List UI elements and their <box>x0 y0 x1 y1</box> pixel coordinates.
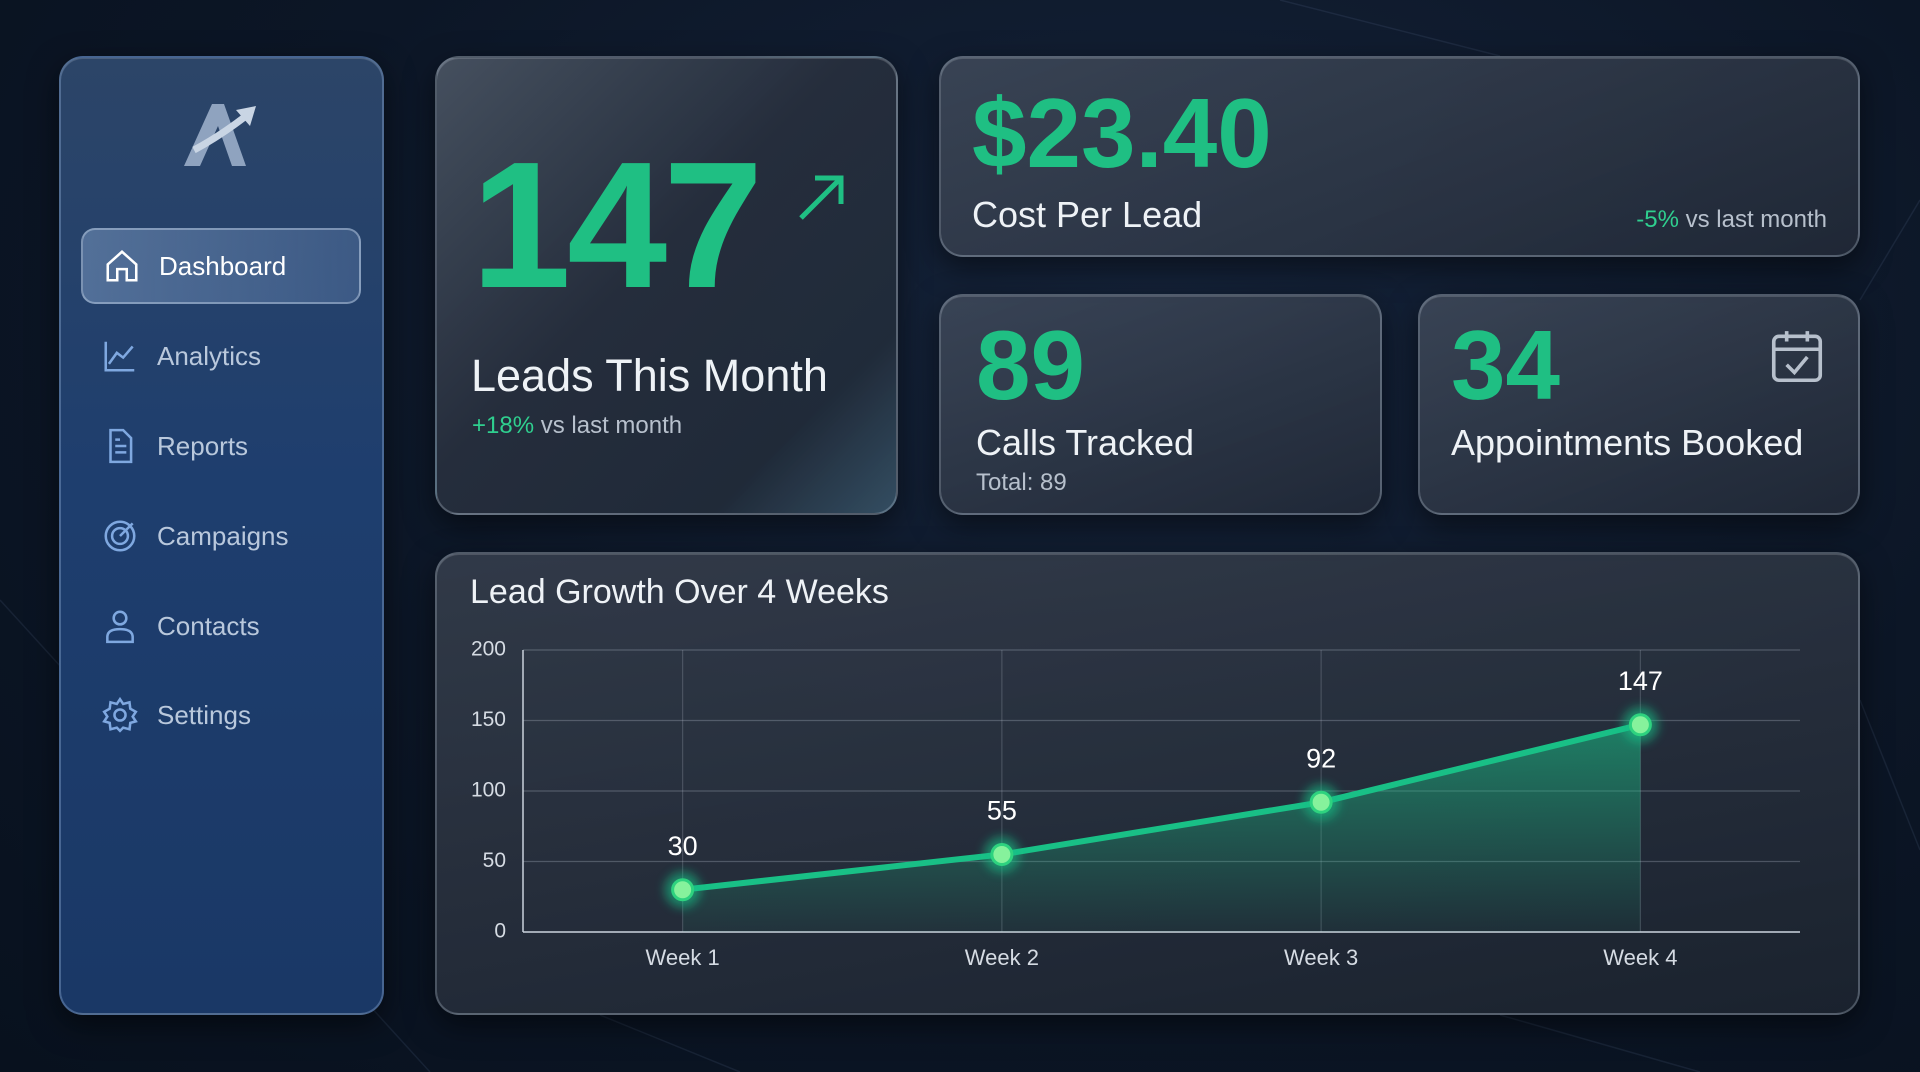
chart-card: Lead Growth Over 4 Weeks 0 50 100 150 200 Wee… <box>435 552 1860 1015</box>
x-tick-label: Week 4 <box>1603 945 1677 970</box>
trend-arrow <box>799 175 844 220</box>
point <box>1628 713 1652 737</box>
nav-label: Settings <box>157 699 251 730</box>
data-label: 147 <box>1618 666 1663 696</box>
logo <box>184 104 256 166</box>
y-tick-label: 50 <box>483 849 506 872</box>
change-suffix: vs last month <box>1685 206 1827 233</box>
kpi-card: 89 Calls Tracked Total: 89 <box>939 294 1382 515</box>
kpi-label: Appointments Booked <box>1451 422 1804 463</box>
kpi-card: 34 Appointments Booked <box>1418 294 1860 515</box>
nav-item[interactable]: Settings <box>81 677 361 753</box>
kpi-value: 34 <box>1451 310 1561 420</box>
nav-label: Dashboard <box>159 250 287 281</box>
y-tick-label: 100 <box>471 779 506 802</box>
point <box>1309 790 1333 814</box>
line-area <box>682 724 1641 932</box>
y-tick-label: 0 <box>494 920 506 943</box>
data-label: 92 <box>1306 743 1336 773</box>
kpi-label: Calls Tracked <box>976 422 1195 463</box>
nav-label: Reports <box>157 430 249 461</box>
point <box>671 878 695 902</box>
chart-title: Lead Growth Over 4 Weeks <box>470 573 889 611</box>
kpi-note: Total: 89 <box>976 469 1067 496</box>
kpi-label: Cost Per Lead <box>972 194 1203 235</box>
nav-item[interactable]: Analytics <box>81 318 361 394</box>
kpi-card: 147 Leads This Month +18% vs last month <box>435 56 898 515</box>
kpi-value: 89 <box>976 310 1086 420</box>
x-tick-label: Week 3 <box>1284 945 1358 970</box>
change-value: -5% <box>1636 206 1679 233</box>
data-label: 55 <box>987 796 1017 826</box>
kpi-change: +18% vs last month <box>472 414 682 438</box>
kpi-label: Leads This Month <box>471 350 828 401</box>
nav-item[interactable]: Campaigns <box>81 498 361 574</box>
nav-label: Campaigns <box>157 520 289 551</box>
x-tick-label: Week 2 <box>965 945 1039 970</box>
nav-item[interactable]: Reports <box>81 408 361 484</box>
nav-item[interactable]: Dashboard <box>81 228 361 304</box>
y-tick-label: 200 <box>471 638 506 661</box>
nav-label: Analytics <box>157 340 262 371</box>
nav-label: Contacts <box>157 610 260 641</box>
nav-item[interactable]: Contacts <box>81 588 361 664</box>
chart: Lead Growth Over 4 Weeks 0 50 100 150 200 Wee… <box>470 573 1800 970</box>
change-suffix: vs last month <box>540 412 683 439</box>
kpi-change: -5% vs last month <box>1636 208 1827 232</box>
kpi-value: $23.40 <box>972 78 1272 188</box>
change-value: +18% <box>472 412 535 439</box>
y-tick-label: 150 <box>471 708 506 731</box>
x-tick-label: Week 1 <box>646 945 720 970</box>
kpi-value: 147 <box>471 125 763 326</box>
calendar-icon <box>1771 331 1823 383</box>
kpi-card: $23.40 Cost Per Lead -5% vs last month <box>939 56 1860 257</box>
point <box>990 842 1014 866</box>
line <box>682 721 1642 893</box>
data-label: 30 <box>668 831 698 861</box>
